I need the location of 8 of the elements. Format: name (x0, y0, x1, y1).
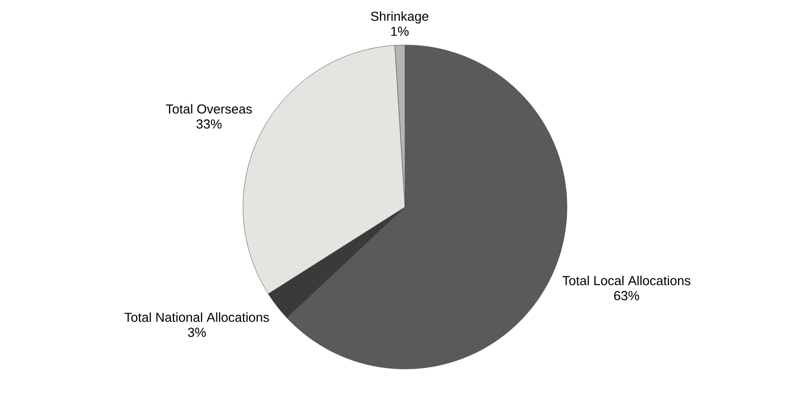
slice-label: Total National Allocations (124, 312, 269, 322)
data-label: 1% (391, 26, 409, 36)
data-label: 33% (196, 119, 222, 129)
data-label: 3% (188, 328, 206, 337)
slice-label: Total Local Allocations (562, 276, 690, 286)
slice-label: Shrinkage (370, 11, 428, 24)
slice-label: Total Overseas (166, 104, 252, 114)
data-label: 63% (614, 291, 640, 300)
